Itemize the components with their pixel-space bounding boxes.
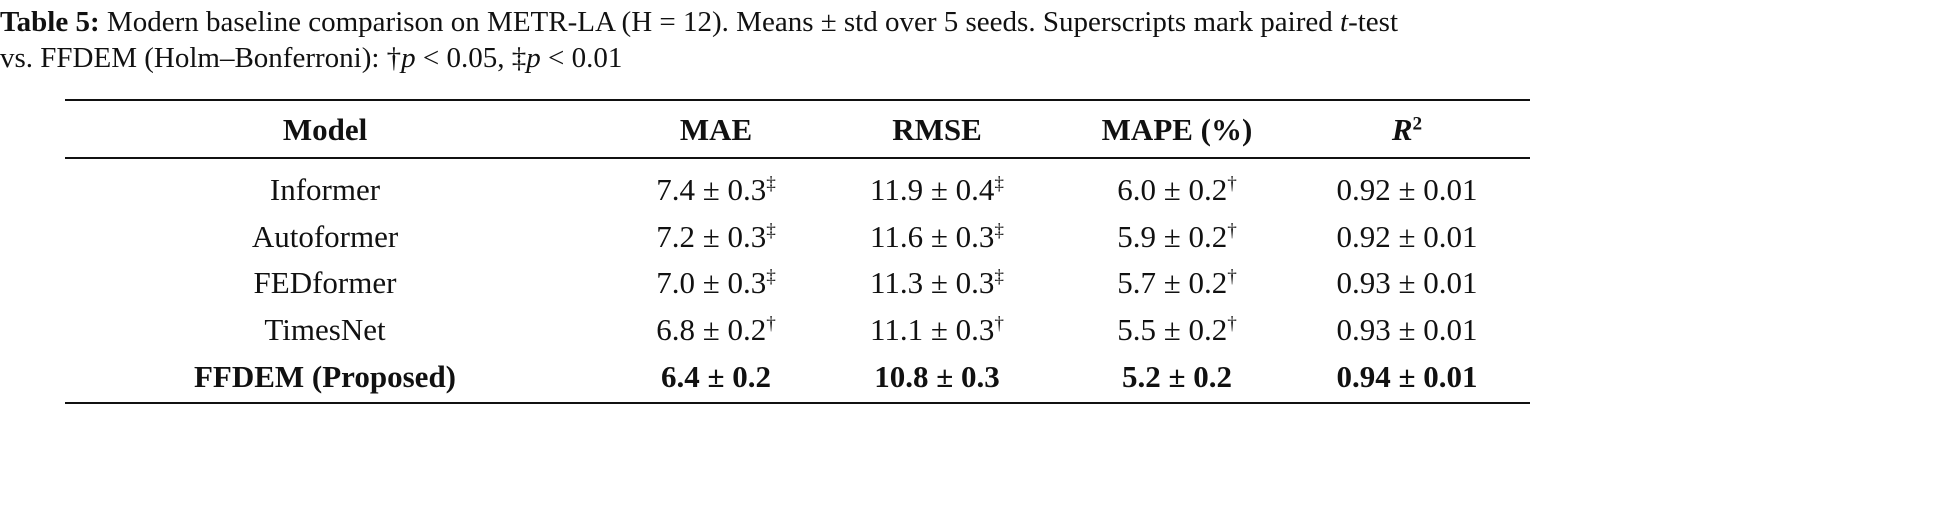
cell-text: TimesNet — [264, 312, 386, 347]
caption-text: vs. FFDEM (Holm–Bonferroni): †p < 0.05, … — [0, 42, 622, 74]
cell-superscript: ‡ — [994, 173, 1004, 195]
table-cell: Informer — [270, 172, 380, 208]
cell-superscript: † — [1227, 266, 1237, 288]
table-cell: 11.9 ± 0.4‡ — [870, 172, 1004, 208]
cell-text: Autoformer — [251, 219, 399, 254]
cell-superscript: ‡ — [994, 266, 1004, 288]
caption-label: Table 5: — [0, 6, 100, 38]
mid-rule — [65, 157, 1530, 159]
table-cell: 7.0 ± 0.3‡ — [656, 265, 776, 301]
cell-text: 5.2 ± 0.2 — [1121, 359, 1233, 394]
bottom-rule — [65, 402, 1530, 404]
table-cell: 5.2 ± 0.2 — [1122, 359, 1232, 395]
cell-text: 6.0 ± 0.2 — [1117, 172, 1228, 207]
table-cell: 11.6 ± 0.3‡ — [870, 219, 1004, 255]
cell-text: 7.0 ± 0.3 — [656, 265, 767, 300]
cell-text: FEDformer — [253, 265, 397, 300]
table-cell: 0.94 ± 0.01 — [1336, 359, 1477, 395]
cell-text: 0.92 ± 0.01 — [1336, 219, 1478, 254]
cell-text: MAPE (%) — [1101, 112, 1253, 147]
cell-text: 0.93 ± 0.01 — [1336, 312, 1478, 347]
caption-segment: Modern baseline comparison on METR-LA (H… — [106, 6, 1341, 38]
table-cell: 6.4 ± 0.2 — [661, 359, 771, 395]
cell-superscript: † — [1227, 173, 1237, 195]
cell-superscript: ‡ — [994, 220, 1004, 242]
table-cell: 0.93 ± 0.01 — [1336, 312, 1477, 348]
table-cell: 7.2 ± 0.3‡ — [656, 219, 776, 255]
cell-text: 11.6 ± 0.3 — [870, 219, 995, 254]
top-rule — [65, 99, 1530, 101]
table-cell: 10.8 ± 0.3 — [874, 359, 1000, 395]
table-cell: 0.92 ± 0.01 — [1336, 172, 1477, 208]
table-cell: FFDEM (Proposed) — [194, 359, 456, 395]
cell-text: 6.8 ± 0.2 — [656, 312, 767, 347]
cell-text: 0.92 ± 0.01 — [1336, 172, 1478, 207]
header-cell: R2 — [1392, 112, 1422, 148]
caption-segment: < 0.05, ‡ — [415, 42, 527, 74]
cell-superscript: ‡ — [766, 173, 776, 195]
cell-text: 5.9 ± 0.2 — [1117, 219, 1228, 254]
cell-text: FFDEM (Proposed) — [193, 359, 457, 394]
caption-italic: p — [401, 42, 416, 74]
table-cell: 6.0 ± 0.2† — [1117, 172, 1237, 208]
header-cell: RMSE — [892, 112, 982, 148]
header-cell: MAE — [680, 112, 752, 148]
table-cell: 7.4 ± 0.3‡ — [656, 172, 776, 208]
cell-text: 11.9 ± 0.4 — [870, 172, 995, 207]
header-cell: MAPE (%) — [1102, 112, 1253, 148]
cell-superscript: † — [1227, 220, 1237, 242]
table-cell: 5.7 ± 0.2† — [1117, 265, 1237, 301]
cell-text: RMSE — [892, 112, 982, 147]
cell-text: 0.94 ± 0.01 — [1336, 359, 1478, 394]
cell-italic: R — [1391, 112, 1413, 147]
table-cell: 6.8 ± 0.2† — [656, 312, 776, 348]
cell-superscript: ‡ — [766, 266, 776, 288]
table-cell: 0.93 ± 0.01 — [1336, 265, 1477, 301]
cell-superscript: † — [1227, 313, 1237, 335]
table-cell: 11.1 ± 0.3† — [870, 312, 1004, 348]
cell-superscript: † — [766, 313, 776, 335]
cell-text: 5.7 ± 0.2 — [1117, 265, 1228, 300]
table-cell: Autoformer — [252, 219, 398, 255]
caption-segment: vs. FFDEM (Holm–Bonferroni): † — [0, 42, 402, 74]
table-cell: 5.9 ± 0.2† — [1117, 219, 1237, 255]
cell-text: 11.3 ± 0.3 — [870, 265, 995, 300]
cell-text: 5.5 ± 0.2 — [1117, 312, 1228, 347]
cell-text: MAE — [679, 112, 753, 147]
caption-segment: -test — [1348, 6, 1399, 38]
caption-line: Table 5: Modern baseline comparison on M… — [0, 6, 1398, 39]
table-cell: TimesNet — [264, 312, 385, 348]
cell-text: 7.2 ± 0.3 — [656, 219, 767, 254]
table-cell: FEDformer — [254, 265, 397, 301]
caption-text: Modern baseline comparison on METR-LA (H… — [107, 6, 1398, 38]
cell-text: 10.8 ± 0.3 — [874, 359, 1000, 394]
table-cell: 0.92 ± 0.01 — [1336, 219, 1477, 255]
table-cell: 5.5 ± 0.2† — [1117, 312, 1237, 348]
caption-line: vs. FFDEM (Holm–Bonferroni): †p < 0.05, … — [0, 42, 622, 75]
cell-text: 6.4 ± 0.2 — [660, 359, 772, 394]
cell-text: 11.1 ± 0.3 — [870, 312, 995, 347]
caption-italic: p — [526, 42, 541, 74]
caption-italic: t — [1340, 6, 1349, 38]
cell-text: 0.93 ± 0.01 — [1336, 265, 1478, 300]
cell-text: 7.4 ± 0.3 — [656, 172, 767, 207]
header-cell: Model — [283, 112, 367, 148]
cell-superscript: † — [994, 313, 1004, 335]
table-cell: 11.3 ± 0.3‡ — [870, 265, 1004, 301]
cell-text: Model — [282, 112, 368, 147]
caption-segment: < 0.01 — [540, 42, 623, 74]
cell-superscript: 2 — [1412, 113, 1423, 135]
cell-text: Informer — [269, 172, 381, 207]
cell-superscript: ‡ — [766, 220, 776, 242]
